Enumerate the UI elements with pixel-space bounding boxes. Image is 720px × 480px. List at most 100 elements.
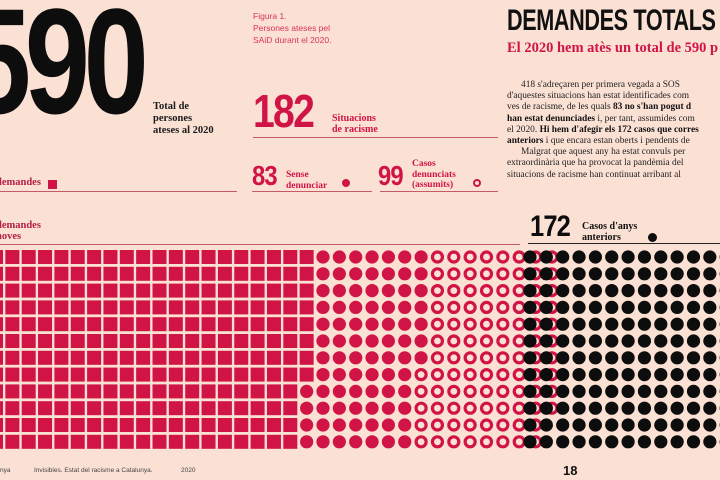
- sense-denunciar-mark: [365, 284, 379, 298]
- sense-denunciar-mark: [365, 334, 379, 348]
- demandes-noves-mark: [87, 401, 102, 416]
- casos-denunciats-assumits-mark: [545, 317, 559, 331]
- demandes-noves-mark: [87, 250, 102, 264]
- sense-denunciar-mark: [332, 300, 346, 314]
- casos-denunciats-assumits-mark: [496, 351, 510, 365]
- casos-d-anys-anteriors-mark: [670, 300, 684, 314]
- sense-denunciar-mark: [381, 267, 395, 281]
- article-subtitle: El 2020 hem atès un total de 590 p: [507, 40, 719, 56]
- casos-d-anys-anteriors-mark: [572, 384, 586, 398]
- demandes-noves-mark: [217, 418, 232, 432]
- casos-denunciats-assumits-mark: [512, 334, 526, 348]
- demandes-noves-mark: [136, 317, 151, 332]
- demandes-noves-mark: [217, 334, 232, 348]
- casos-d-anys-anteriors-mark: [523, 435, 537, 449]
- casos-d-anys-anteriors-mark: [621, 284, 635, 298]
- demandes-noves-mark: [5, 317, 20, 332]
- casos-denunciats-assumits-mark: [463, 368, 477, 382]
- casos-d-anys-anteriors-mark: [539, 401, 553, 415]
- casos-d-anys-anteriors-mark: [686, 250, 701, 264]
- sense-denunciar-mark: [349, 250, 363, 264]
- casos-d-anys-anteriors-mark: [523, 368, 537, 382]
- demandes-noves-mark: [54, 384, 69, 399]
- demandes-noves-mark: [217, 401, 232, 416]
- demandes-noves-mark: [217, 266, 232, 281]
- demandes-noves-mark: [250, 434, 265, 449]
- demandes-noves-mark: [299, 317, 314, 332]
- demandes-noves-mark: [234, 367, 249, 382]
- sense-denunciar-mark: [381, 418, 395, 432]
- casos-denunciats-assumits-mark: [512, 401, 526, 415]
- text: ves de racisme, de les quals: [507, 102, 613, 113]
- demandes-noves-mark: [250, 367, 265, 382]
- demandes-noves-mark: [283, 334, 298, 348]
- casos-denunciats-assumits-mark: [479, 267, 494, 281]
- demandes-noves-mark: [250, 317, 265, 332]
- casos-d-anys-anteriors-mark: [556, 418, 570, 432]
- demandes-noves-mark: [38, 266, 53, 281]
- situacions-number: 182: [253, 85, 315, 137]
- casos-denunciats-assumits-mark: [512, 351, 526, 365]
- demandes-noves-mark: [136, 300, 151, 315]
- demandes-noves-mark: [201, 367, 216, 382]
- casos-d-anys-anteriors-mark: [703, 351, 717, 365]
- sense-denunciar-mark: [398, 351, 412, 365]
- sense-denunciar-mark: [398, 401, 412, 415]
- demandes-noves-mark: [234, 434, 249, 449]
- ring-legend-icon: [473, 179, 481, 187]
- casos-d-anys-anteriors-mark: [588, 418, 603, 432]
- casos-d-anys-anteriors-mark: [637, 267, 652, 281]
- casos-denunciats-assumits-mark: [512, 250, 526, 264]
- casos-d-anys-anteriors-mark: [670, 418, 684, 432]
- demandes-noves-mark: [201, 384, 216, 399]
- demandes-noves-mark: [136, 367, 151, 382]
- casos-d-anys-anteriors-mark: [523, 418, 537, 432]
- sense-denunciar-mark: [398, 418, 412, 432]
- demandes-noves-mark: [119, 334, 134, 348]
- sense-denunciar-mark: [381, 317, 395, 331]
- demandes-noves-mark: [217, 300, 232, 315]
- demandes-noves-mark: [0, 434, 3, 449]
- casos-d-anys-anteriors-mark: [637, 435, 652, 449]
- article-body-line: situacions de racisme han continuat arri…: [507, 170, 720, 181]
- casos-d-anys-anteriors-mark: [670, 435, 684, 449]
- demandes-noves-mark: [250, 334, 265, 348]
- demandes-noves-mark: [38, 401, 53, 416]
- casos-d-anys-anteriors-mark: [654, 317, 668, 331]
- demandes-noves-mark: [21, 317, 36, 332]
- sense-denunciar-mark: [365, 435, 379, 449]
- demandes-noves-mark: [168, 418, 183, 432]
- demandes-noves-mark: [152, 434, 167, 449]
- casos-d-anys-anteriors-mark: [572, 300, 586, 314]
- divider: [0, 244, 520, 245]
- casos-d-anys-anteriors-mark: [588, 317, 603, 331]
- casos-d-anys-anteriors-mark: [654, 351, 668, 365]
- demandes-noves-mark: [299, 266, 314, 281]
- demandes-noves-mark: [152, 300, 167, 315]
- casos-denunciats-assumits-mark: [463, 435, 477, 449]
- demandes-noves-mark: [21, 367, 36, 382]
- demandes-noves-mark: [201, 317, 216, 332]
- casos-denunciats-assumits-mark: [479, 384, 494, 398]
- sense-denunciar-mark: [316, 384, 330, 398]
- demandes-noves-mark: [234, 401, 249, 416]
- divider: [528, 243, 720, 244]
- casos-d-anys-anteriors-mark: [572, 284, 586, 298]
- casos-d-anys-anteriors-mark: [654, 300, 668, 314]
- demandes-noves-mark: [201, 266, 216, 281]
- casos-denunciats-assumits-mark: [545, 401, 559, 415]
- situacions-label: Situacions de racisme: [332, 113, 378, 135]
- text: Malgrat que aquest any ha estat convuls …: [521, 147, 686, 158]
- denunciats-label-line: denunciats: [412, 169, 456, 180]
- casos-denunciats-assumits-mark: [447, 300, 461, 314]
- text: extraordinària que ha provocat la pandèm…: [507, 158, 684, 169]
- casos-denunciats-assumits-mark: [463, 317, 477, 331]
- demandes-noves-mark: [152, 418, 167, 432]
- casos-d-anys-anteriors-mark: [637, 300, 652, 314]
- article-body-line: anteriors i que encara estan oberts i pe…: [507, 136, 720, 147]
- casos-denunciats-assumits-mark: [479, 401, 494, 415]
- casos-denunciats-assumits-mark: [430, 351, 445, 365]
- demandes-noves-mark: [250, 283, 265, 298]
- casos-d-anys-anteriors-mark: [523, 351, 537, 365]
- demandes-noves-mark: [0, 350, 3, 365]
